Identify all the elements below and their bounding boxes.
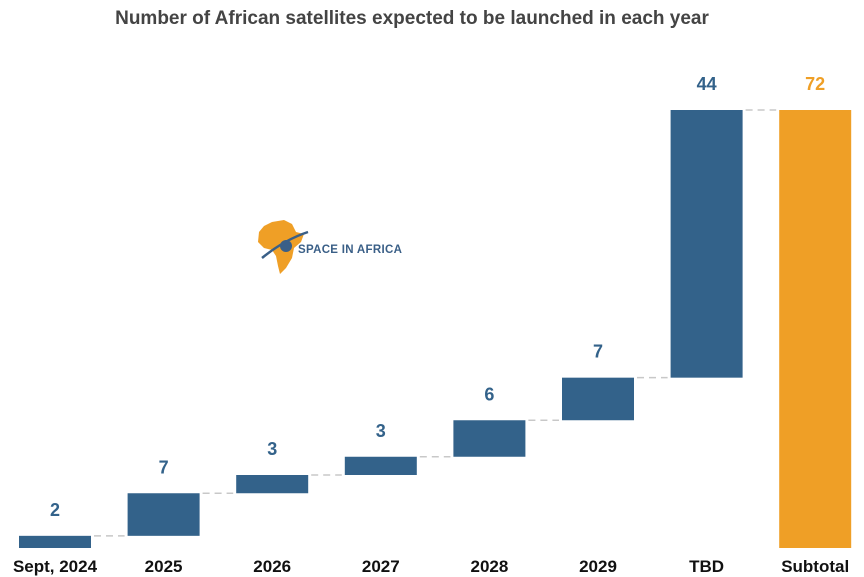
value-label-tbd: 44 bbox=[697, 74, 717, 94]
category-label-tbd: TBD bbox=[689, 557, 724, 576]
africa-map-icon bbox=[258, 220, 309, 274]
bars bbox=[19, 110, 852, 548]
bar-2025 bbox=[127, 493, 200, 536]
chart-title: Number of African satellites expected to… bbox=[115, 8, 709, 29]
value-label-2026: 3 bbox=[267, 439, 277, 459]
bar-sept-2024 bbox=[19, 535, 91, 548]
category-label-2027: 2027 bbox=[362, 557, 400, 576]
value-label-2025: 7 bbox=[159, 457, 169, 477]
category-labels: Sept, 2024 2025 2026 2027 2028 2029 TBD Subtota… bbox=[13, 557, 849, 576]
value-label-sept-2024: 2 bbox=[50, 500, 60, 520]
bar-2028 bbox=[453, 420, 526, 457]
category-label-2026: 2026 bbox=[253, 557, 291, 576]
value-label-2029: 7 bbox=[593, 342, 603, 362]
category-label-sept-2024: Sept, 2024 bbox=[13, 557, 98, 576]
category-label-2028: 2028 bbox=[470, 557, 508, 576]
bar-2027 bbox=[344, 456, 417, 475]
bar-2026 bbox=[236, 475, 309, 494]
category-label-subtotal: Subtotal bbox=[781, 557, 849, 576]
category-label-2025: 2025 bbox=[145, 557, 183, 576]
logo-text: SPACE IN AFRICA bbox=[298, 244, 403, 256]
value-label-2028: 6 bbox=[484, 384, 494, 404]
bar-subtotal bbox=[779, 110, 852, 548]
bar-2029 bbox=[562, 377, 634, 421]
space-in-africa-logo: SPACE IN AFRICA bbox=[254, 218, 414, 278]
value-label-2027: 3 bbox=[376, 421, 386, 441]
bar-tbd bbox=[670, 110, 743, 378]
category-label-2029: 2029 bbox=[579, 557, 617, 576]
connector-lines bbox=[94, 109, 777, 537]
value-label-subtotal: 72 bbox=[805, 74, 825, 94]
value-labels: 2 7 3 3 6 7 44 72 bbox=[50, 74, 825, 520]
